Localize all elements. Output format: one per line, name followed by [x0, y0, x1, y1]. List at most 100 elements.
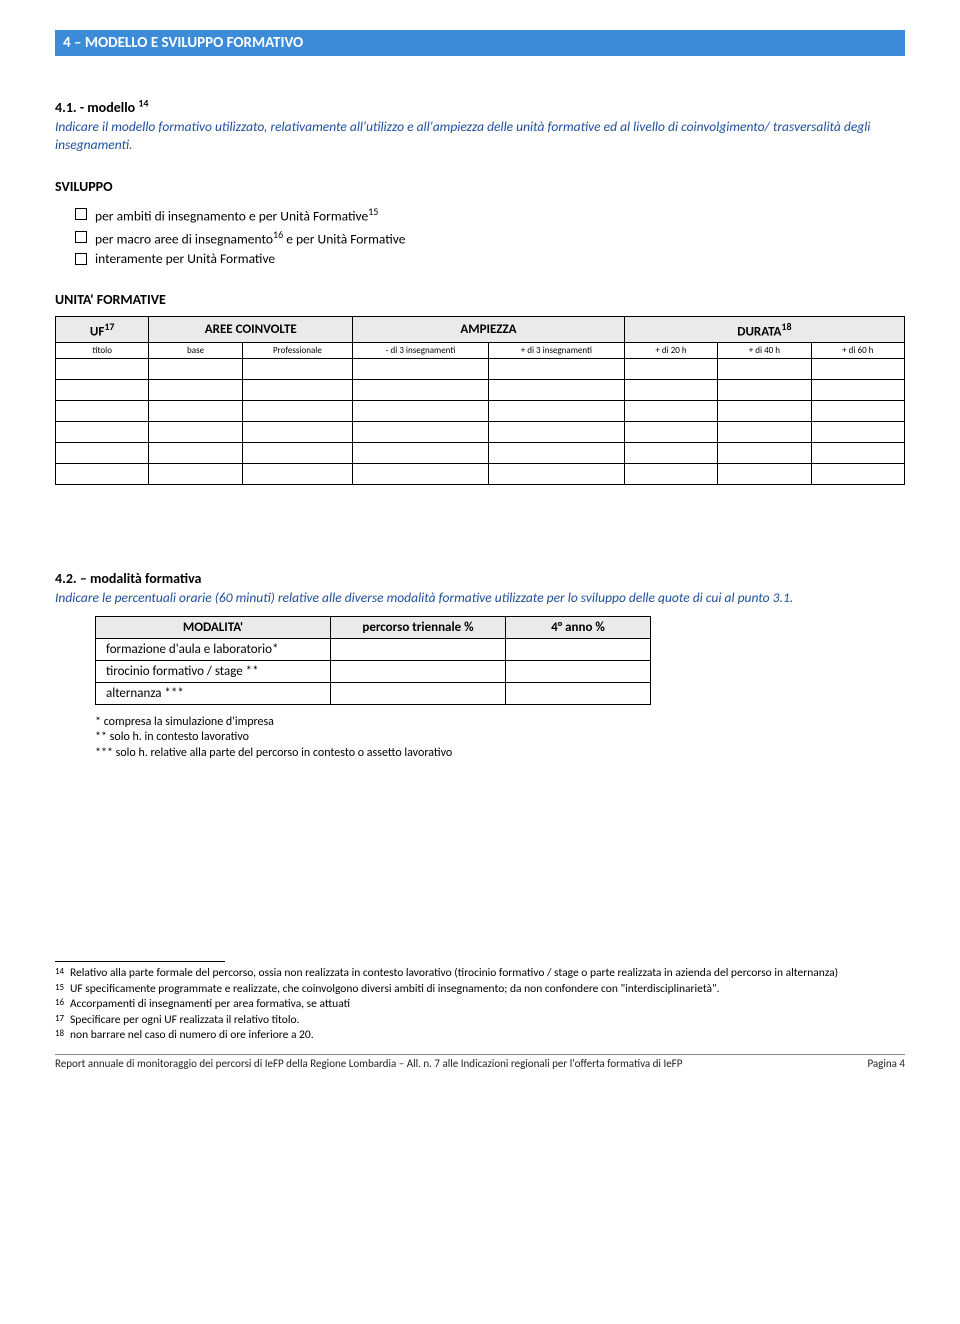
uf-cell[interactable]: [56, 422, 149, 443]
footnote: 16Accorpamenti di insegnamenti per area …: [55, 997, 905, 1013]
section-4-2: 4.2. – modalità formativa Indicare le pe…: [55, 570, 905, 761]
checkbox-icon[interactable]: [75, 208, 87, 220]
uf-cell[interactable]: [718, 380, 811, 401]
uf-cell[interactable]: [624, 422, 717, 443]
checkbox-icon[interactable]: [75, 253, 87, 265]
uf-cell[interactable]: [718, 464, 811, 485]
uf-cell[interactable]: [811, 359, 904, 380]
uf-cell[interactable]: [488, 422, 624, 443]
uf-cell[interactable]: [56, 464, 149, 485]
footnote-number: 14: [55, 966, 67, 982]
uf-cell[interactable]: [353, 464, 489, 485]
uf-cell[interactable]: [149, 401, 242, 422]
mod-cell[interactable]: [506, 660, 651, 682]
uf-subheader: + di 60 h: [811, 343, 904, 359]
uf-cell[interactable]: [718, 443, 811, 464]
uf-cell[interactable]: [488, 401, 624, 422]
uf-cell[interactable]: [624, 380, 717, 401]
footnote-text: Accorpamenti di insegnamenti per area fo…: [70, 997, 350, 1013]
footer-left: Report annuale di monitoraggio dei perco…: [55, 1057, 682, 1070]
sviluppo-label: SVILUPPO: [55, 178, 905, 195]
uf-cell[interactable]: [242, 359, 352, 380]
uf-cell[interactable]: [353, 422, 489, 443]
uf-cell[interactable]: [149, 443, 242, 464]
uf-table: UF17AREE COINVOLTEAMPIEZZADURATA18titolo…: [55, 316, 905, 485]
checkbox-row: per ambiti di insegnamento e per Unità F…: [75, 205, 905, 225]
uf-cell[interactable]: [811, 422, 904, 443]
footnote-text: UF specificamente programmate e realizza…: [70, 982, 720, 998]
s41-title: 4.1. - modello 14: [55, 99, 148, 116]
uf-cell[interactable]: [242, 464, 352, 485]
uf-cell[interactable]: [811, 380, 904, 401]
uf-cell[interactable]: [353, 359, 489, 380]
uf-cell[interactable]: [242, 401, 352, 422]
section-header-bar: 4 – MODELLO E SVILUPPO FORMATIVO: [55, 30, 905, 56]
uf-cell[interactable]: [242, 443, 352, 464]
footnote-number: 16: [55, 997, 67, 1013]
uf-cell[interactable]: [488, 464, 624, 485]
uf-subheader: + di 3 insegnamenti: [488, 343, 624, 359]
checkbox-row: interamente per Unità Formative: [75, 250, 905, 267]
uf-cell[interactable]: [488, 380, 624, 401]
uf-subheader: + di 20 h: [624, 343, 717, 359]
uf-cell[interactable]: [811, 401, 904, 422]
footer-separator: [55, 1054, 905, 1055]
uf-cell[interactable]: [624, 443, 717, 464]
uf-cell[interactable]: [56, 359, 149, 380]
footnote: 18non barrare nel caso di numero di ore …: [55, 1028, 905, 1044]
uf-cell[interactable]: [242, 380, 352, 401]
uf-cell[interactable]: [56, 443, 149, 464]
uf-cell[interactable]: [353, 401, 489, 422]
uf-cell[interactable]: [718, 422, 811, 443]
uf-cell[interactable]: [811, 464, 904, 485]
s41-title-sup: 14: [138, 96, 148, 109]
uf-header: AMPIEZZA: [353, 317, 625, 343]
uf-cell[interactable]: [149, 422, 242, 443]
footnote: 14Relativo alla parte formale del percor…: [55, 966, 905, 982]
sviluppo-checklist: per ambiti di insegnamento e per Unità F…: [55, 205, 905, 267]
checkbox-icon[interactable]: [75, 231, 87, 243]
uf-cell[interactable]: [353, 380, 489, 401]
uf-cell[interactable]: [242, 422, 352, 443]
table-row: alternanza ***: [96, 682, 651, 704]
uf-cell[interactable]: [149, 380, 242, 401]
unita-formative-block: UNITA' FORMATIVE UF17AREE COINVOLTEAMPIE…: [55, 291, 905, 485]
note-line: ** solo h. in contesto lavorativo: [95, 730, 905, 746]
uf-cell[interactable]: [56, 401, 149, 422]
table-row: [56, 422, 905, 443]
uf-cell[interactable]: [624, 464, 717, 485]
mod-cell[interactable]: [506, 682, 651, 704]
s41-description: Indicare il modello formativo utilizzato…: [55, 118, 905, 154]
table-row: [56, 443, 905, 464]
uf-cell[interactable]: [811, 443, 904, 464]
section-4-1: 4.1. - modello 14 Indicare il modello fo…: [55, 96, 905, 154]
checkbox-label: per macro aree di insegnamento16 e per U…: [95, 228, 405, 248]
uf-cell[interactable]: [718, 359, 811, 380]
mod-cell[interactable]: [331, 660, 506, 682]
footnote: 17Specificare per ogni UF realizzata il …: [55, 1013, 905, 1029]
uf-cell[interactable]: [624, 401, 717, 422]
mod-header: percorso triennale %: [331, 616, 506, 638]
s42-title: 4.2. – modalità formativa: [55, 570, 201, 587]
mod-label: tirocinio formativo / stage **: [96, 660, 331, 682]
uf-cell[interactable]: [488, 359, 624, 380]
uf-cell[interactable]: [56, 380, 149, 401]
mod-cell[interactable]: [331, 638, 506, 660]
modalita-table: MODALITA'percorso triennale %4° anno %fo…: [95, 616, 651, 705]
uf-cell[interactable]: [624, 359, 717, 380]
uf-cell[interactable]: [488, 443, 624, 464]
mod-header: 4° anno %: [506, 616, 651, 638]
mod-label: alternanza ***: [96, 682, 331, 704]
mod-header: MODALITA': [96, 616, 331, 638]
table-row: [56, 464, 905, 485]
uf-header: DURATA18: [624, 317, 904, 343]
uf-cell[interactable]: [149, 359, 242, 380]
table-row: [56, 380, 905, 401]
s41-title-text: 4.1. - modello: [55, 99, 135, 116]
uf-cell[interactable]: [353, 443, 489, 464]
uf-cell[interactable]: [718, 401, 811, 422]
mod-cell[interactable]: [331, 682, 506, 704]
table-row: formazione d'aula e laboratorio*: [96, 638, 651, 660]
uf-cell[interactable]: [149, 464, 242, 485]
mod-cell[interactable]: [506, 638, 651, 660]
